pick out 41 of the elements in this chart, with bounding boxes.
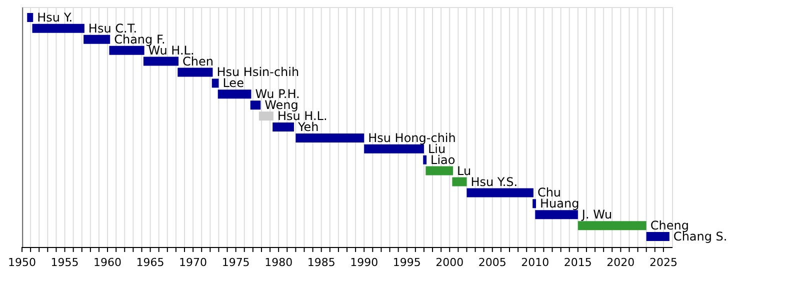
x-tick-label: 1980: [264, 256, 293, 269]
bar: [272, 122, 294, 132]
bar: [84, 34, 110, 44]
x-tick-label: 1975: [222, 256, 250, 269]
bar: [212, 78, 219, 88]
x-tick-label: 2020: [606, 256, 635, 269]
bar: [32, 24, 84, 33]
bar: [532, 199, 536, 208]
bar: [452, 177, 467, 186]
bar: [426, 166, 454, 176]
bar: [535, 210, 578, 220]
bar: [466, 188, 534, 198]
x-tick-label: 1950: [8, 256, 36, 269]
bar: [364, 144, 424, 154]
bar: [423, 155, 427, 164]
x-tick-label: 1990: [350, 256, 378, 269]
y-tick-label: Hsu Y.: [37, 10, 73, 24]
y-tick-label: Yeh: [296, 120, 319, 134]
y-tick-label: J. Wu: [580, 208, 612, 222]
x-tick-label: 1985: [307, 256, 336, 269]
x-tick-label: 1995: [392, 256, 421, 269]
x-tick-label: 1970: [179, 256, 208, 269]
x-tick-label: 2010: [521, 256, 550, 269]
bar: [296, 133, 364, 142]
bar: [27, 12, 34, 22]
bar: [258, 112, 274, 121]
x-tick-label: 2015: [564, 256, 592, 269]
x-tick-label: 2000: [436, 256, 464, 269]
x-tick-label: 1955: [50, 256, 79, 269]
x-tick-label: 2025: [649, 256, 678, 269]
y-tick-label: Lu: [457, 164, 472, 178]
x-tick-label: 2005: [478, 256, 506, 269]
bar: [218, 90, 252, 99]
x-tick-label: 1965: [136, 256, 164, 269]
y-tick-label: Chen: [182, 54, 214, 68]
bar: [646, 232, 670, 242]
y-tick-label: Hsu Y.S.: [470, 174, 518, 189]
bar: [109, 46, 144, 55]
x-tick-label: 1960: [94, 256, 122, 269]
bar: [578, 221, 646, 230]
bar: [250, 100, 261, 110]
